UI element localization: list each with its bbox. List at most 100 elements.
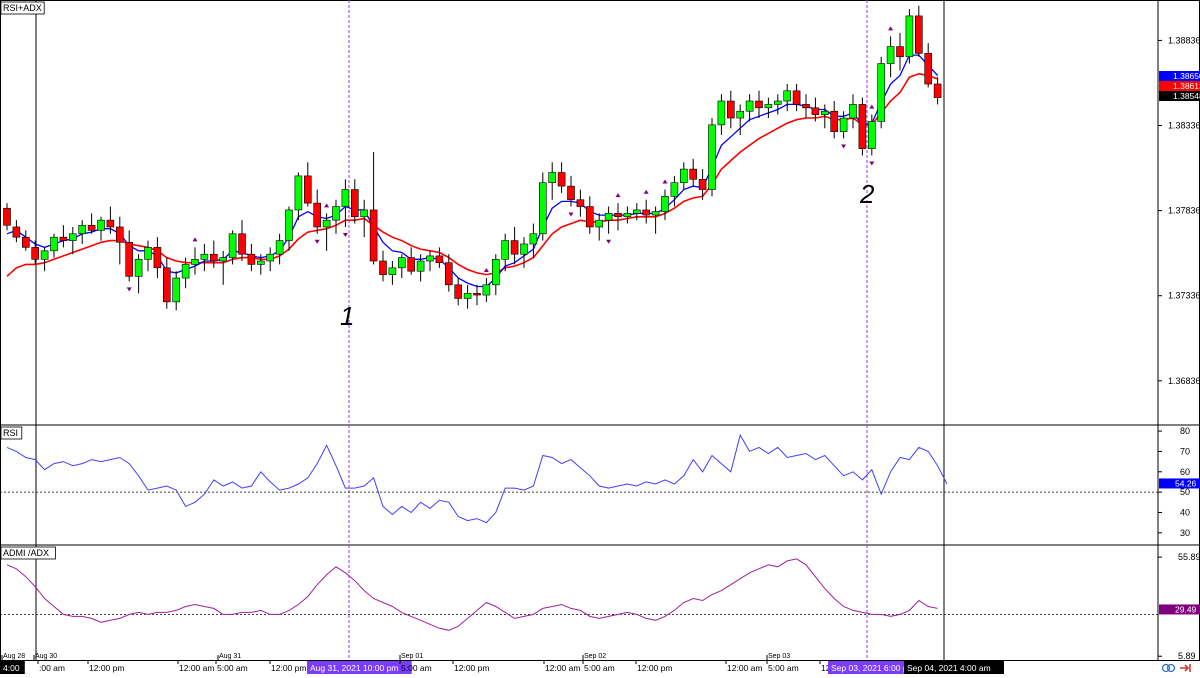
candle[interactable]	[134, 259, 143, 277]
candle[interactable]	[369, 209, 378, 262]
candle[interactable]	[313, 202, 322, 228]
candle[interactable]	[40, 250, 49, 260]
candle[interactable]	[614, 213, 622, 218]
candle[interactable]	[933, 83, 942, 98]
candle[interactable]	[3, 207, 11, 226]
candle[interactable]	[69, 233, 77, 241]
candle[interactable]	[501, 240, 510, 260]
candle[interactable]	[717, 100, 726, 126]
candle[interactable]	[435, 255, 444, 264]
candle[interactable]	[21, 236, 30, 248]
candle[interactable]	[510, 240, 519, 255]
candle[interactable]	[482, 284, 491, 296]
candle[interactable]	[755, 100, 763, 109]
candle[interactable]	[604, 213, 613, 221]
candle[interactable]	[802, 104, 810, 109]
candle[interactable]	[463, 293, 472, 299]
candle[interactable]	[642, 209, 651, 216]
candle[interactable]	[651, 211, 660, 216]
candle[interactable]	[830, 110, 839, 132]
candle[interactable]	[896, 46, 904, 58]
candle[interactable]	[144, 247, 152, 260]
candle[interactable]	[820, 110, 829, 115]
candle[interactable]	[407, 257, 416, 272]
candle[interactable]	[388, 267, 397, 275]
candle[interactable]	[914, 15, 923, 54]
candle[interactable]	[585, 206, 594, 228]
candle[interactable]	[285, 209, 293, 241]
candle[interactable]	[877, 63, 886, 122]
candle[interactable]	[548, 172, 557, 184]
candle[interactable]	[275, 240, 284, 255]
candle[interactable]	[379, 260, 387, 275]
candle[interactable]	[294, 175, 303, 211]
candle[interactable]	[773, 100, 782, 105]
candle[interactable]	[116, 226, 124, 243]
candle[interactable]	[623, 213, 632, 218]
candle[interactable]	[745, 100, 754, 112]
candle[interactable]	[87, 224, 96, 231]
candle[interactable]	[228, 233, 237, 258]
candle[interactable]	[567, 185, 575, 201]
candle[interactable]	[219, 257, 227, 262]
candle[interactable]	[491, 259, 500, 286]
candle[interactable]	[538, 182, 547, 235]
candle[interactable]	[595, 219, 604, 228]
candle[interactable]	[360, 209, 369, 218]
candle[interactable]	[106, 219, 115, 228]
candle[interactable]	[444, 262, 453, 286]
candle[interactable]	[886, 46, 895, 64]
candle[interactable]	[397, 257, 406, 269]
candle[interactable]	[256, 260, 265, 265]
candle[interactable]	[858, 104, 867, 149]
candle[interactable]	[736, 110, 745, 119]
candle[interactable]	[416, 260, 425, 272]
candle[interactable]	[661, 196, 669, 212]
candle[interactable]	[529, 233, 538, 245]
candle[interactable]	[125, 241, 133, 277]
candle[interactable]	[350, 189, 359, 218]
candle[interactable]	[247, 253, 256, 265]
candle[interactable]	[12, 226, 21, 238]
candle[interactable]	[341, 189, 350, 207]
candle[interactable]	[689, 168, 698, 180]
candle[interactable]	[426, 255, 434, 262]
candle[interactable]	[726, 100, 735, 119]
candle[interactable]	[172, 277, 180, 303]
candle[interactable]	[839, 117, 848, 132]
candle[interactable]	[708, 124, 716, 190]
candle[interactable]	[520, 243, 528, 255]
candle[interactable]	[811, 107, 820, 115]
candle[interactable]	[332, 206, 340, 221]
candle[interactable]	[849, 104, 857, 119]
candle[interactable]	[238, 233, 246, 255]
candle[interactable]	[31, 247, 40, 260]
candle[interactable]	[632, 209, 641, 214]
candle[interactable]	[266, 253, 275, 262]
candle[interactable]	[322, 219, 331, 228]
candle[interactable]	[792, 90, 801, 105]
arrow-right-to-bar-icon[interactable]	[1180, 664, 1191, 672]
candle[interactable]	[181, 264, 190, 279]
candle[interactable]	[210, 253, 218, 262]
candle[interactable]	[867, 121, 876, 149]
link-icon[interactable]	[1161, 663, 1176, 673]
candle[interactable]	[764, 104, 773, 109]
candle[interactable]	[200, 253, 209, 260]
candle[interactable]	[905, 15, 914, 58]
candle[interactable]	[576, 199, 585, 207]
candle[interactable]	[783, 90, 792, 102]
candle[interactable]	[679, 168, 688, 184]
candle[interactable]	[59, 236, 68, 241]
candle[interactable]	[924, 53, 933, 85]
candle[interactable]	[557, 172, 566, 187]
candle[interactable]	[153, 247, 162, 269]
candle[interactable]	[698, 179, 707, 190]
candle[interactable]	[303, 175, 312, 204]
candle[interactable]	[97, 219, 105, 231]
candle[interactable]	[670, 182, 679, 197]
candle[interactable]	[163, 267, 171, 303]
candle[interactable]	[50, 236, 58, 252]
candle[interactable]	[78, 224, 86, 235]
